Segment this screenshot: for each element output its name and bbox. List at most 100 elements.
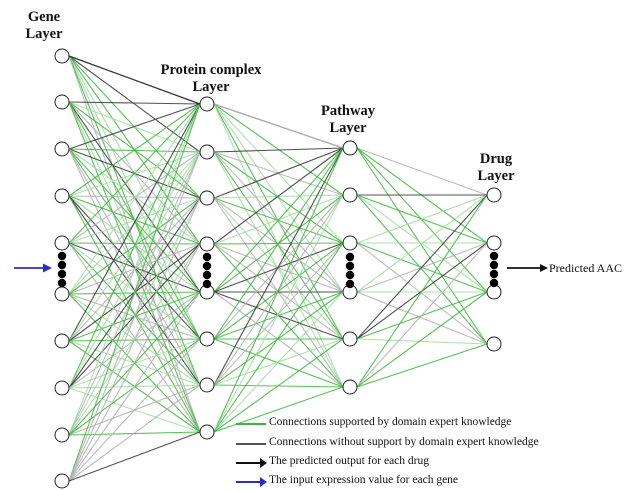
connection-edge xyxy=(68,243,201,482)
gene-node xyxy=(54,188,70,204)
connection-edge xyxy=(68,103,201,389)
gene-node xyxy=(54,235,70,251)
pathway-ellipsis-dot xyxy=(345,252,355,262)
connection-edge xyxy=(213,147,344,386)
drug-layer-title-line2: Layer xyxy=(477,168,515,184)
drug-node xyxy=(486,187,502,203)
legend-label: The input expression value for each gene xyxy=(269,474,459,486)
gray-line-icon xyxy=(236,443,266,445)
connection-edge xyxy=(356,291,488,388)
connection-edge xyxy=(68,291,201,482)
connection-edge xyxy=(213,338,344,388)
connection-edge xyxy=(68,103,201,342)
pathway-ellipsis-dot xyxy=(345,261,355,271)
connection-edge xyxy=(68,103,201,150)
gene-node xyxy=(54,427,70,443)
connection-edge xyxy=(68,338,201,482)
protein-ellipsis-dot xyxy=(202,261,212,271)
gene-ellipsis-dot xyxy=(57,278,67,288)
gene-layer-title-line2: Layer xyxy=(25,26,63,42)
connection-edge xyxy=(213,103,344,149)
protein-node xyxy=(199,96,215,112)
blue-arrow-icon xyxy=(236,477,267,487)
connection-edge xyxy=(213,194,344,433)
connection-edge xyxy=(68,103,201,197)
pathway-node xyxy=(342,235,358,251)
connection-edge xyxy=(356,194,488,293)
black-arrow-icon xyxy=(236,458,267,468)
gene-ellipsis-dot xyxy=(57,269,67,279)
pathway-node xyxy=(342,379,358,395)
connection-edge xyxy=(213,147,344,340)
connection-edge xyxy=(213,291,344,340)
predicted-aac-label: Predicted AAC xyxy=(549,261,622,275)
gene-layer-title: Gene Layer xyxy=(14,9,74,43)
connection-edge xyxy=(356,147,488,293)
connection-edge xyxy=(68,55,201,105)
connection-edge xyxy=(68,197,201,482)
connection-edge xyxy=(356,338,488,345)
connection-edge xyxy=(213,147,344,245)
connection-edge xyxy=(68,384,201,482)
connection-edge xyxy=(213,147,344,153)
connection-edge xyxy=(213,242,344,433)
legend-label: Connections supported by domain expert k… xyxy=(269,416,512,428)
drug-ellipsis-dot xyxy=(489,269,499,279)
pathway-layer-title-line1: Pathway xyxy=(321,103,375,119)
protein-ellipsis-dot xyxy=(202,252,212,262)
connection-edge xyxy=(68,103,201,436)
gene-layer-title-line1: Gene xyxy=(27,9,61,25)
legend-label: Connections without support by domain ex… xyxy=(269,436,539,448)
gene-node xyxy=(54,48,70,64)
green-line-icon xyxy=(236,423,266,425)
protein-ellipsis-dot xyxy=(202,279,212,289)
pathway-ellipsis-dot xyxy=(345,270,355,280)
connection-edge xyxy=(356,194,488,388)
connection-edge xyxy=(68,242,201,293)
gene-node xyxy=(54,333,70,349)
gene-node xyxy=(54,286,70,302)
protein-layer-title-line1: Protein complex xyxy=(160,62,262,78)
connection-edge xyxy=(213,386,344,433)
connections-group xyxy=(68,55,488,482)
connection-edge xyxy=(356,147,488,196)
gene-ellipsis-dot xyxy=(57,251,67,261)
pathway-node xyxy=(342,187,358,203)
connection-edge xyxy=(213,151,344,244)
connection-edge xyxy=(68,103,201,295)
protein-node xyxy=(199,144,215,160)
pathway-layer-title-line2: Layer xyxy=(329,120,367,136)
arrows-group xyxy=(14,263,548,273)
connection-edge xyxy=(356,291,488,345)
pathway-layer-title: Pathway Layer xyxy=(305,103,391,137)
legend-label: The predicted output for each drug xyxy=(269,455,429,467)
connection-edge xyxy=(356,147,488,345)
protein-node xyxy=(199,424,215,440)
gene-node xyxy=(54,380,70,396)
protein-layer-title-line2: Layer xyxy=(192,79,230,95)
connection-edge xyxy=(356,194,488,340)
connection-edge xyxy=(68,103,201,482)
connection-edge xyxy=(356,242,488,388)
connection-edge xyxy=(68,101,201,105)
protein-node xyxy=(199,377,215,393)
connection-edge xyxy=(356,194,488,244)
connection-edge xyxy=(356,343,488,388)
connection-edge xyxy=(356,194,488,345)
connection-edge xyxy=(213,151,344,388)
connection-edge xyxy=(68,103,201,244)
pathway-node xyxy=(342,140,358,156)
connection-edge xyxy=(68,242,201,386)
nodes-group xyxy=(54,48,502,489)
drug-layer-title-line1: Drug xyxy=(479,151,513,167)
connection-edge xyxy=(213,147,344,293)
protein-node xyxy=(199,331,215,347)
drug-ellipsis-dot xyxy=(489,260,499,270)
protein-ellipsis-dot xyxy=(202,270,212,280)
connection-edge xyxy=(213,197,344,293)
pathway-node xyxy=(342,331,358,347)
connection-edge xyxy=(213,338,344,433)
connection-edge xyxy=(68,151,201,482)
drug-node xyxy=(486,336,502,352)
connection-edge xyxy=(68,431,201,482)
